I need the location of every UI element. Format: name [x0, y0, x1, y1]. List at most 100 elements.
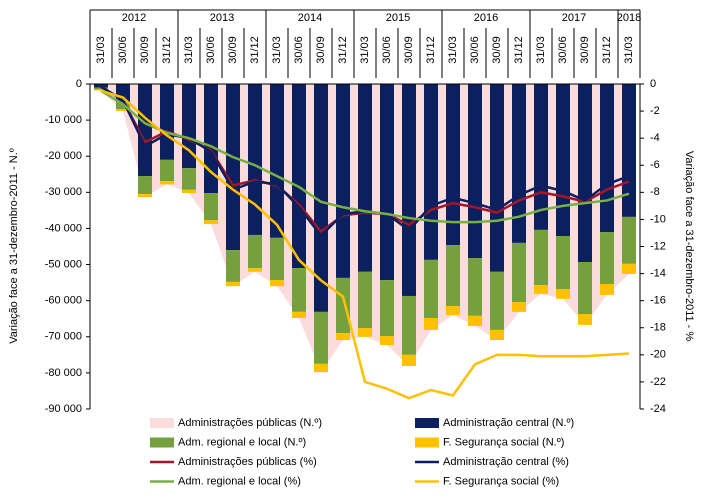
line [100, 89, 630, 400]
bar [226, 281, 240, 287]
x-tick-label: 31/03 [359, 36, 371, 64]
bar [204, 193, 218, 221]
bar [468, 315, 482, 326]
x-tick-label: 30/09 [579, 36, 591, 64]
bar [292, 268, 306, 312]
bar [534, 285, 548, 294]
bar [94, 84, 108, 88]
x-tick-label: 31/03 [271, 36, 283, 64]
x-tick-label: 30/09 [491, 36, 503, 64]
bar [138, 84, 152, 177]
y-tick-label: -60 000 [45, 295, 82, 307]
bar [160, 84, 174, 160]
bar [248, 234, 262, 269]
x-tick-label: 31/03 [183, 36, 195, 64]
x-tick-label: 31/12 [425, 36, 437, 64]
y-tick-label: -10 000 [45, 114, 82, 126]
bar [116, 109, 130, 112]
x-tick-label: 31/12 [161, 36, 173, 64]
bar [578, 314, 592, 325]
bar [512, 302, 526, 312]
bar [94, 87, 108, 90]
bar [424, 318, 438, 330]
y2-tick-label: -14 [650, 267, 666, 279]
bar [600, 284, 614, 295]
bar [578, 262, 592, 315]
x-tick-label: 31/12 [601, 36, 613, 64]
legend-label: Administração central (%) [443, 456, 569, 468]
legend-swatch [415, 437, 439, 448]
bar [468, 258, 482, 316]
bar [314, 84, 328, 312]
x-tick-label: 31/03 [623, 36, 635, 64]
bar [248, 268, 262, 272]
bar [182, 189, 196, 194]
bar [314, 363, 328, 373]
bar [204, 220, 218, 225]
y2-tick-label: -24 [650, 403, 666, 415]
bar [534, 229, 548, 286]
legend-label: Administração central (N.º) [443, 417, 574, 429]
x-tick-label: 30/09 [315, 36, 327, 64]
y2-tick-label: -20 [650, 349, 666, 361]
x-tick-label: 30/06 [205, 36, 217, 64]
bar [248, 84, 262, 235]
y-tick-label: -40 000 [45, 222, 82, 234]
legend-swatch [415, 418, 439, 428]
bar [446, 245, 460, 307]
bar [270, 280, 284, 287]
bar [402, 84, 416, 296]
x-tick-label: 31/03 [535, 36, 547, 64]
bar [468, 84, 482, 259]
bar [160, 181, 174, 185]
year-label: 2012 [122, 12, 146, 24]
x-tick-label: 31/12 [337, 36, 349, 64]
x-tick-label: 31/03 [447, 36, 459, 64]
x-tick-label: 31/12 [513, 36, 525, 64]
bar [578, 84, 592, 263]
legend-label: Administrações públicas (%) [178, 456, 317, 468]
bar [424, 84, 438, 260]
bar [512, 242, 526, 303]
bar [446, 306, 460, 316]
bar [336, 277, 350, 334]
x-tick-label: 30/09 [403, 36, 415, 64]
bar [380, 336, 394, 346]
bar [292, 311, 306, 318]
x-tick-label: 30/09 [139, 36, 151, 64]
year-label: 2016 [474, 12, 498, 24]
y2-tick-label: -16 [650, 295, 666, 307]
bar [138, 194, 152, 198]
bar [402, 354, 416, 367]
bar [490, 329, 504, 341]
y-tick-label: -30 000 [45, 186, 82, 198]
bar [182, 168, 196, 190]
bar [556, 84, 570, 237]
year-label: 2015 [386, 12, 410, 24]
bar [512, 84, 526, 243]
bar [490, 271, 504, 330]
x-tick-label: 30/09 [227, 36, 239, 64]
bar [270, 84, 284, 238]
bar [226, 84, 240, 251]
bar [358, 328, 372, 337]
year-label: 2018 [617, 12, 641, 24]
legend-swatch [150, 418, 174, 428]
x-tick-label: 30/06 [293, 36, 305, 64]
line [100, 89, 630, 224]
x-tick-label: 31/03 [95, 36, 107, 64]
bar [380, 84, 394, 281]
bar [402, 295, 416, 355]
legend-swatch [150, 437, 174, 448]
bar [490, 84, 504, 272]
bar [556, 289, 570, 299]
year-label: 2014 [298, 12, 322, 24]
bar [622, 84, 636, 217]
bar [314, 311, 328, 364]
year-label: 2013 [210, 12, 234, 24]
y2-tick-label: -22 [650, 376, 666, 388]
y-tick-label: -80 000 [45, 367, 82, 379]
x-tick-label: 31/12 [249, 36, 261, 64]
legend-label: Administrações públicas (N.º) [178, 417, 322, 429]
bar [138, 176, 152, 195]
